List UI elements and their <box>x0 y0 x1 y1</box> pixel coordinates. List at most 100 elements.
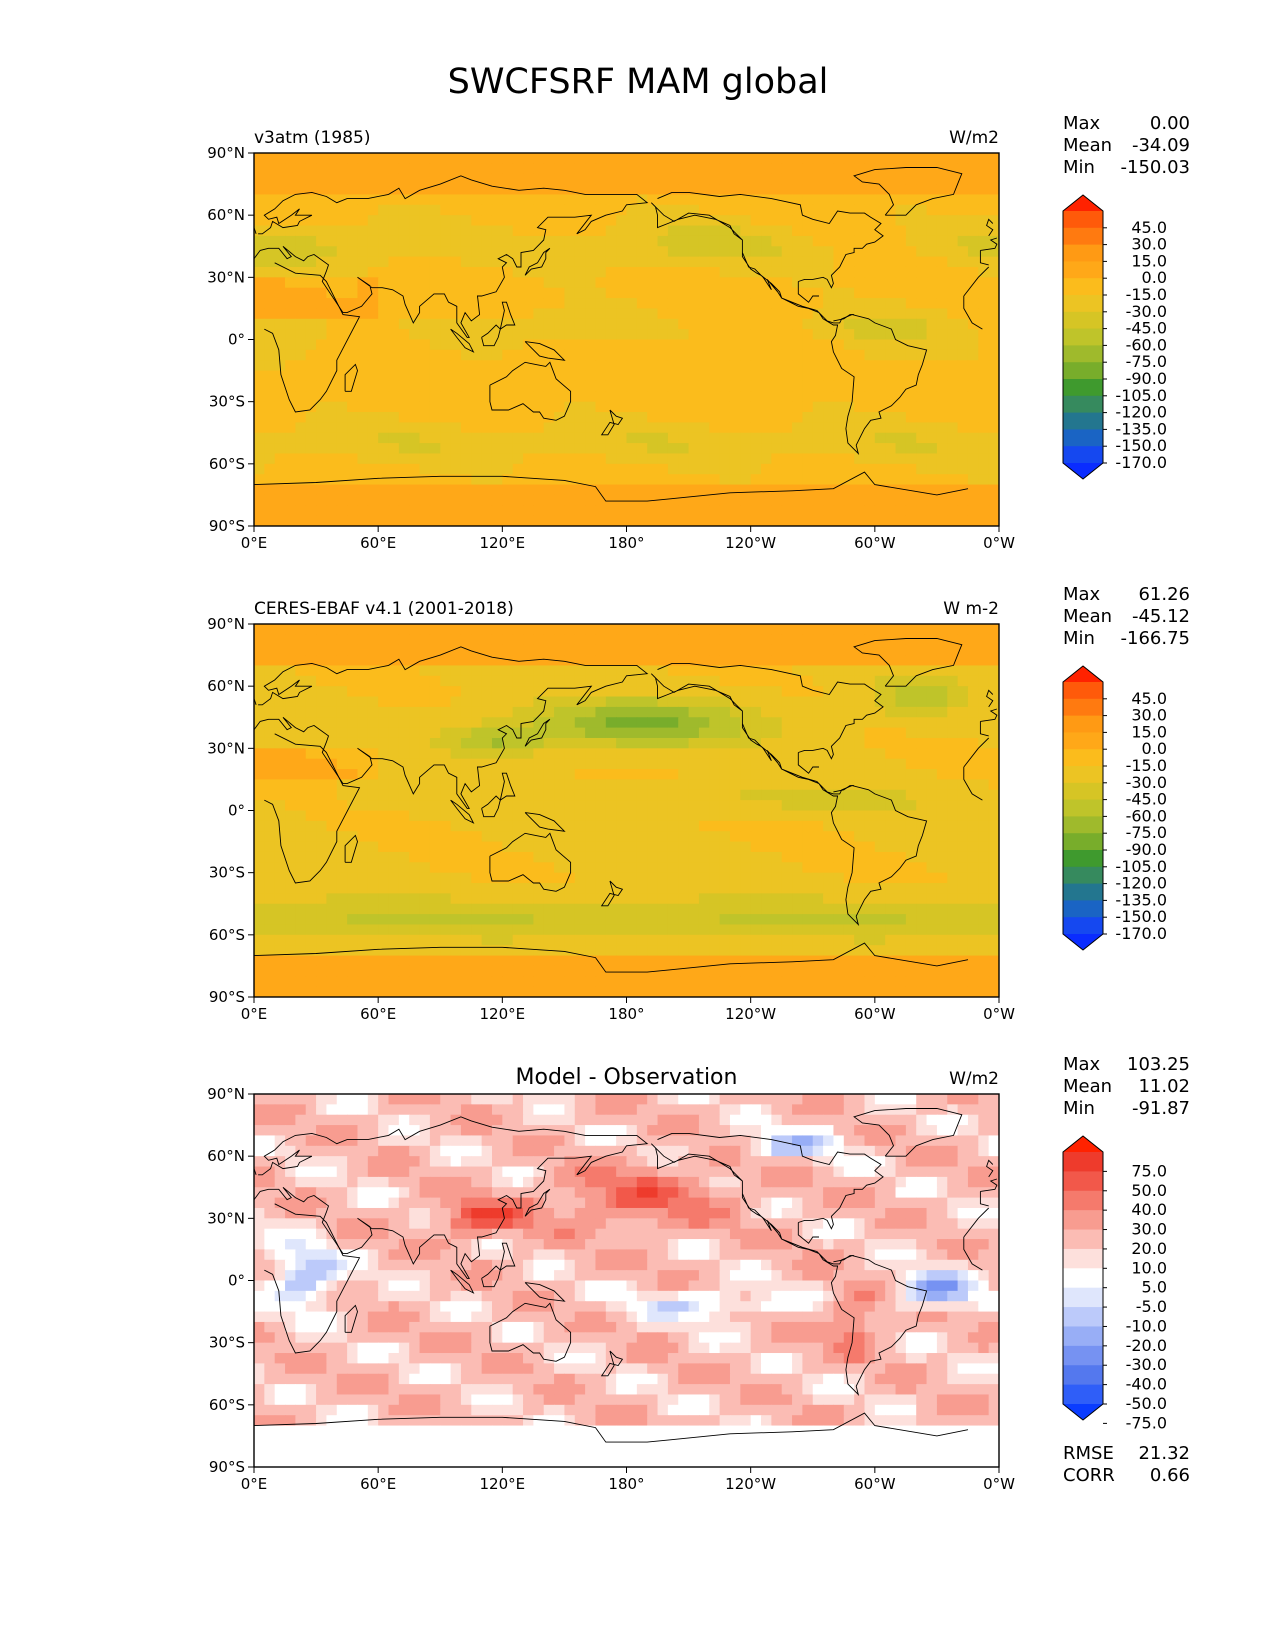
field-cell <box>512 287 524 299</box>
field-cell <box>812 675 824 687</box>
field-cell <box>367 737 379 749</box>
field-cell <box>481 380 493 392</box>
field-cell <box>481 924 493 936</box>
field-cell <box>554 380 566 392</box>
field-cell <box>398 841 410 853</box>
field-cell <box>854 675 866 687</box>
field-cell <box>533 831 545 843</box>
field-cell <box>254 820 265 832</box>
field-cell <box>460 820 472 832</box>
field-cell <box>595 215 607 227</box>
field-cell <box>305 737 317 749</box>
field-cell <box>419 779 431 791</box>
field-cell <box>936 862 948 874</box>
field-cell <box>336 872 348 884</box>
field-cell <box>564 675 576 687</box>
field-cell <box>450 474 462 486</box>
field-cell <box>409 287 421 299</box>
field-cell <box>543 903 555 915</box>
field-cell <box>667 665 679 677</box>
field-cell <box>781 194 793 206</box>
field-cell <box>326 349 338 361</box>
field-cell <box>419 422 431 434</box>
field-cell <box>771 349 783 361</box>
field-cell <box>512 215 524 227</box>
field-cell <box>574 163 586 175</box>
field-cell <box>305 422 317 434</box>
field-cell <box>874 655 886 667</box>
field-cell <box>285 634 296 646</box>
field-cell <box>554 370 566 382</box>
field-cell <box>533 706 545 718</box>
field-cell <box>347 422 359 434</box>
field-cell <box>295 153 307 164</box>
field-cell <box>264 194 276 206</box>
field-cell <box>254 903 265 915</box>
field-cell <box>688 706 700 718</box>
field-cell <box>285 748 296 760</box>
field-cell <box>864 644 876 656</box>
field-cell <box>698 287 710 299</box>
field-cell <box>967 820 979 832</box>
field-cell <box>585 287 597 299</box>
field-cell <box>554 665 566 677</box>
field-cell <box>460 277 472 289</box>
field-cell <box>388 779 400 791</box>
field-cell <box>523 474 534 486</box>
field-cell <box>254 474 265 486</box>
field-cell <box>471 686 483 698</box>
field-cell <box>564 432 576 444</box>
field-cell <box>988 665 999 677</box>
field-cell <box>254 644 265 656</box>
field-cell <box>254 360 265 372</box>
field-cell <box>316 831 328 843</box>
field-cell <box>326 727 338 739</box>
field-cell <box>864 686 876 698</box>
field-cell <box>398 484 410 496</box>
field-cell <box>792 246 804 258</box>
field-cell <box>895 665 907 677</box>
field-cell <box>657 422 669 434</box>
field-cell <box>595 903 607 915</box>
field-cell <box>678 789 690 801</box>
field-cell <box>450 184 462 196</box>
field-cell <box>450 634 462 646</box>
field-cell <box>719 841 731 853</box>
field-cell <box>264 945 276 957</box>
field-cell <box>285 686 296 698</box>
field-cell <box>957 163 969 175</box>
field-cell <box>657 841 669 853</box>
field-cell <box>460 789 472 801</box>
field-cell <box>719 463 731 475</box>
field-cell <box>792 401 804 413</box>
field-cell <box>295 329 307 341</box>
field-cell <box>502 675 514 687</box>
field-cell <box>626 277 638 289</box>
field-cell <box>460 758 472 770</box>
field-cell <box>419 851 431 863</box>
field-cell <box>574 225 586 237</box>
field-cell <box>264 401 276 413</box>
field-cell <box>657 432 669 444</box>
field-cell <box>533 924 545 936</box>
field-cell <box>895 463 907 475</box>
field-cell <box>740 831 752 843</box>
field-cell <box>905 758 917 770</box>
field-cell <box>647 737 659 749</box>
field-cell <box>543 934 555 946</box>
field-cell <box>854 287 866 299</box>
field-cell <box>512 883 524 894</box>
field-cell <box>585 748 597 760</box>
field-cell <box>740 349 752 361</box>
field-cell <box>895 934 907 946</box>
field-cell <box>491 153 503 164</box>
field-cell <box>740 443 752 455</box>
field-cell <box>326 748 338 760</box>
field-cell <box>285 810 296 822</box>
field-cell <box>409 945 421 957</box>
field-cell <box>336 624 348 635</box>
field-cell <box>947 893 959 905</box>
field-cell <box>305 914 317 926</box>
field-cell <box>926 308 938 320</box>
field-cell <box>957 256 969 268</box>
